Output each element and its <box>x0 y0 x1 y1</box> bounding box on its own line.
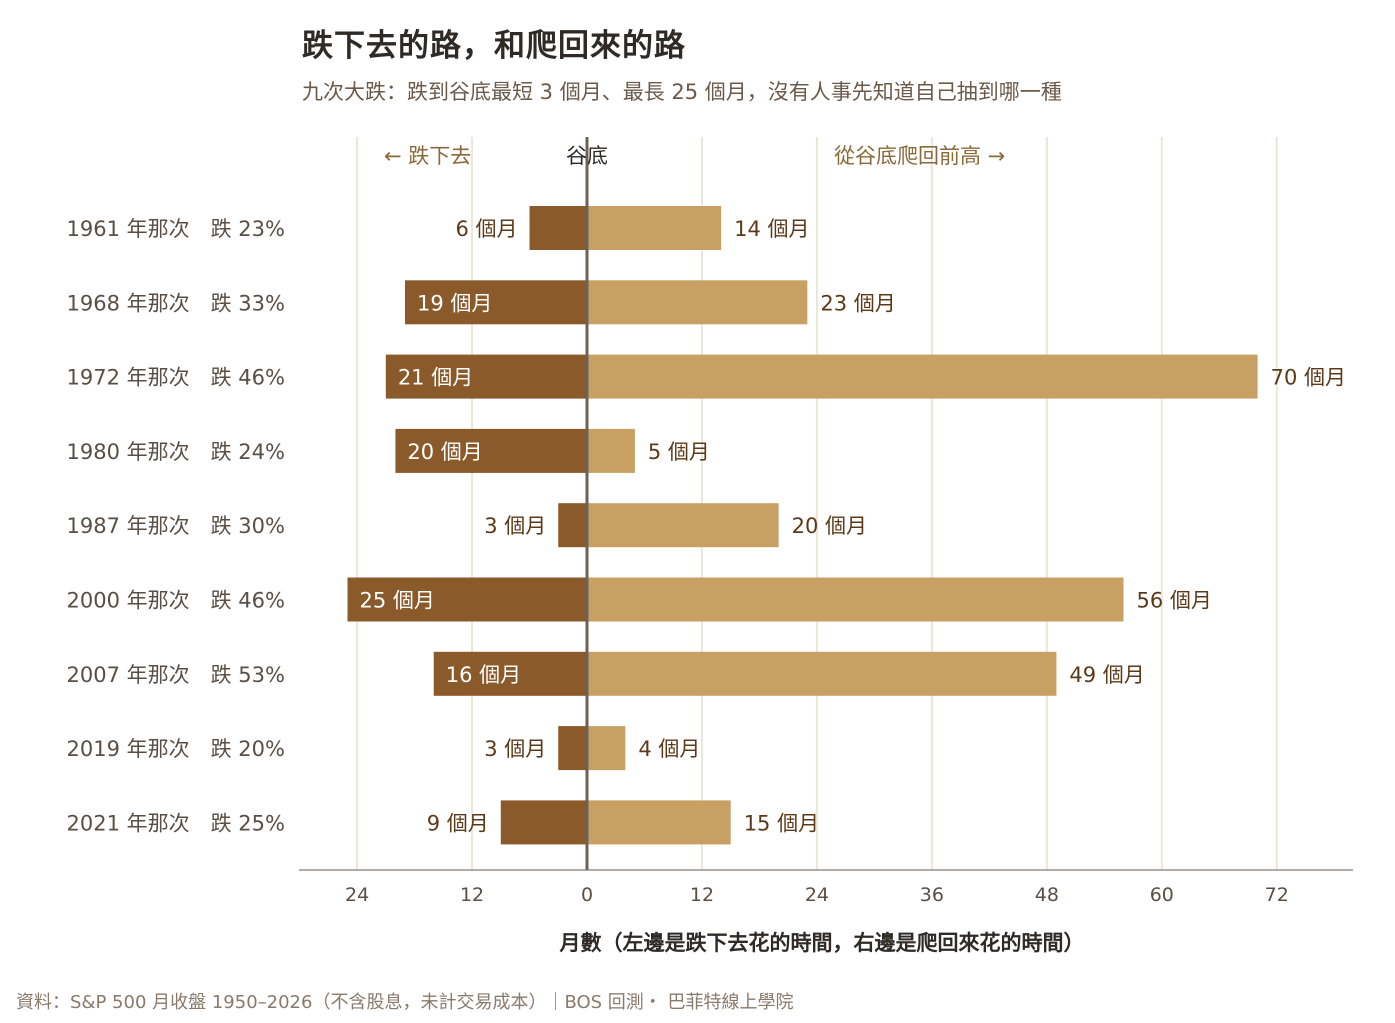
decline-value-label: 19 個月 <box>417 291 492 315</box>
recovery-bar <box>587 651 1057 696</box>
category-label: 2019 年那次 跌 20% <box>67 737 285 761</box>
bar-labels: 1961 年那次 跌 23% 6 個月 14 個月 1968 年那次 跌 33% 19 … <box>67 217 1346 835</box>
recovery-value-label: 14 個月 <box>734 217 809 241</box>
category-label: 1980 年那次 跌 24% <box>67 440 285 464</box>
x-tick-label: 0 <box>581 884 593 906</box>
category-label: 1961 年那次 跌 23% <box>67 217 285 241</box>
decline-bar <box>529 206 587 250</box>
recovery-bar <box>587 428 635 473</box>
recovery-value-label: 5 個月 <box>648 440 710 464</box>
x-tick-label: 24 <box>805 884 829 906</box>
recovery-value-label: 49 個月 <box>1069 663 1144 687</box>
decline-bar <box>558 503 587 548</box>
category-label: 1968 年那次 跌 33% <box>67 291 285 315</box>
decline-value-label: 6 個月 <box>455 217 517 241</box>
category-label: 1987 年那次 跌 30% <box>67 514 285 538</box>
x-tick-label: 60 <box>1150 884 1174 906</box>
x-tick-label: 48 <box>1035 884 1059 906</box>
header-right-label: 從谷底爬回前高 → <box>834 144 1005 168</box>
recovery-bar <box>587 354 1258 399</box>
x-tick-label: 12 <box>690 884 714 906</box>
decline-value-label: 3 個月 <box>484 737 546 761</box>
recovery-value-label: 56 個月 <box>1136 589 1211 613</box>
decline-value-label: 21 個月 <box>398 366 473 390</box>
category-label: 2000 年那次 跌 46% <box>67 589 285 613</box>
decline-bar <box>347 577 587 622</box>
recovery-value-label: 4 個月 <box>638 737 700 761</box>
decline-value-label: 20 個月 <box>407 440 482 464</box>
x-tick-label: 72 <box>1265 884 1289 906</box>
decline-value-label: 3 個月 <box>484 514 546 538</box>
chart-title: 跌下去的路，和爬回來的路 <box>302 28 686 64</box>
bars <box>347 206 1258 845</box>
category-label: 2021 年那次 跌 25% <box>67 811 285 835</box>
decline-bar <box>395 428 587 473</box>
source-footer: 資料：S&P 500 月收盤 1950–2026（不含股息，未計交易成本）｜BO… <box>16 992 794 1013</box>
decline-bar <box>433 651 587 696</box>
x-tick-label: 36 <box>920 884 944 906</box>
recovery-bar <box>587 800 731 845</box>
recovery-bar <box>587 577 1124 622</box>
decline-value-label: 25 個月 <box>360 589 435 613</box>
x-tick-label: 24 <box>345 884 369 906</box>
recovery-bar <box>587 206 722 250</box>
decline-bar <box>558 726 587 771</box>
recovery-bar <box>587 280 808 325</box>
recovery-value-label: 23 個月 <box>820 291 895 315</box>
recovery-value-label: 20 個月 <box>792 514 867 538</box>
x-axis-title: 月數（左邊是跌下去花的時間，右邊是爬回來花的時間） <box>559 931 1085 955</box>
recovery-bar <box>587 503 779 548</box>
chart-subtitle: 九次大跌：跌到谷底最短 3 個月、最長 25 個月，沒有人事先知道自己抽到哪一種 <box>302 80 1062 104</box>
decline-bar <box>500 800 587 845</box>
category-label: 1972 年那次 跌 46% <box>67 366 285 390</box>
header-left-label: ← 跌下去 <box>384 144 471 168</box>
header-center-label: 谷底 <box>566 144 608 168</box>
recovery-bar <box>587 726 626 771</box>
recovery-value-label: 70 個月 <box>1271 366 1346 390</box>
x-axis: 24 12 0 12 24 36 48 60 72 <box>299 137 1353 906</box>
decline-value-label: 9 個月 <box>427 811 489 835</box>
decline-bar <box>385 354 587 399</box>
category-label: 2007 年那次 跌 53% <box>67 663 285 687</box>
recovery-value-label: 15 個月 <box>744 811 819 835</box>
x-tick-label: 12 <box>460 884 484 906</box>
decline-bar <box>404 280 587 325</box>
decline-value-label: 16 個月 <box>446 663 521 687</box>
